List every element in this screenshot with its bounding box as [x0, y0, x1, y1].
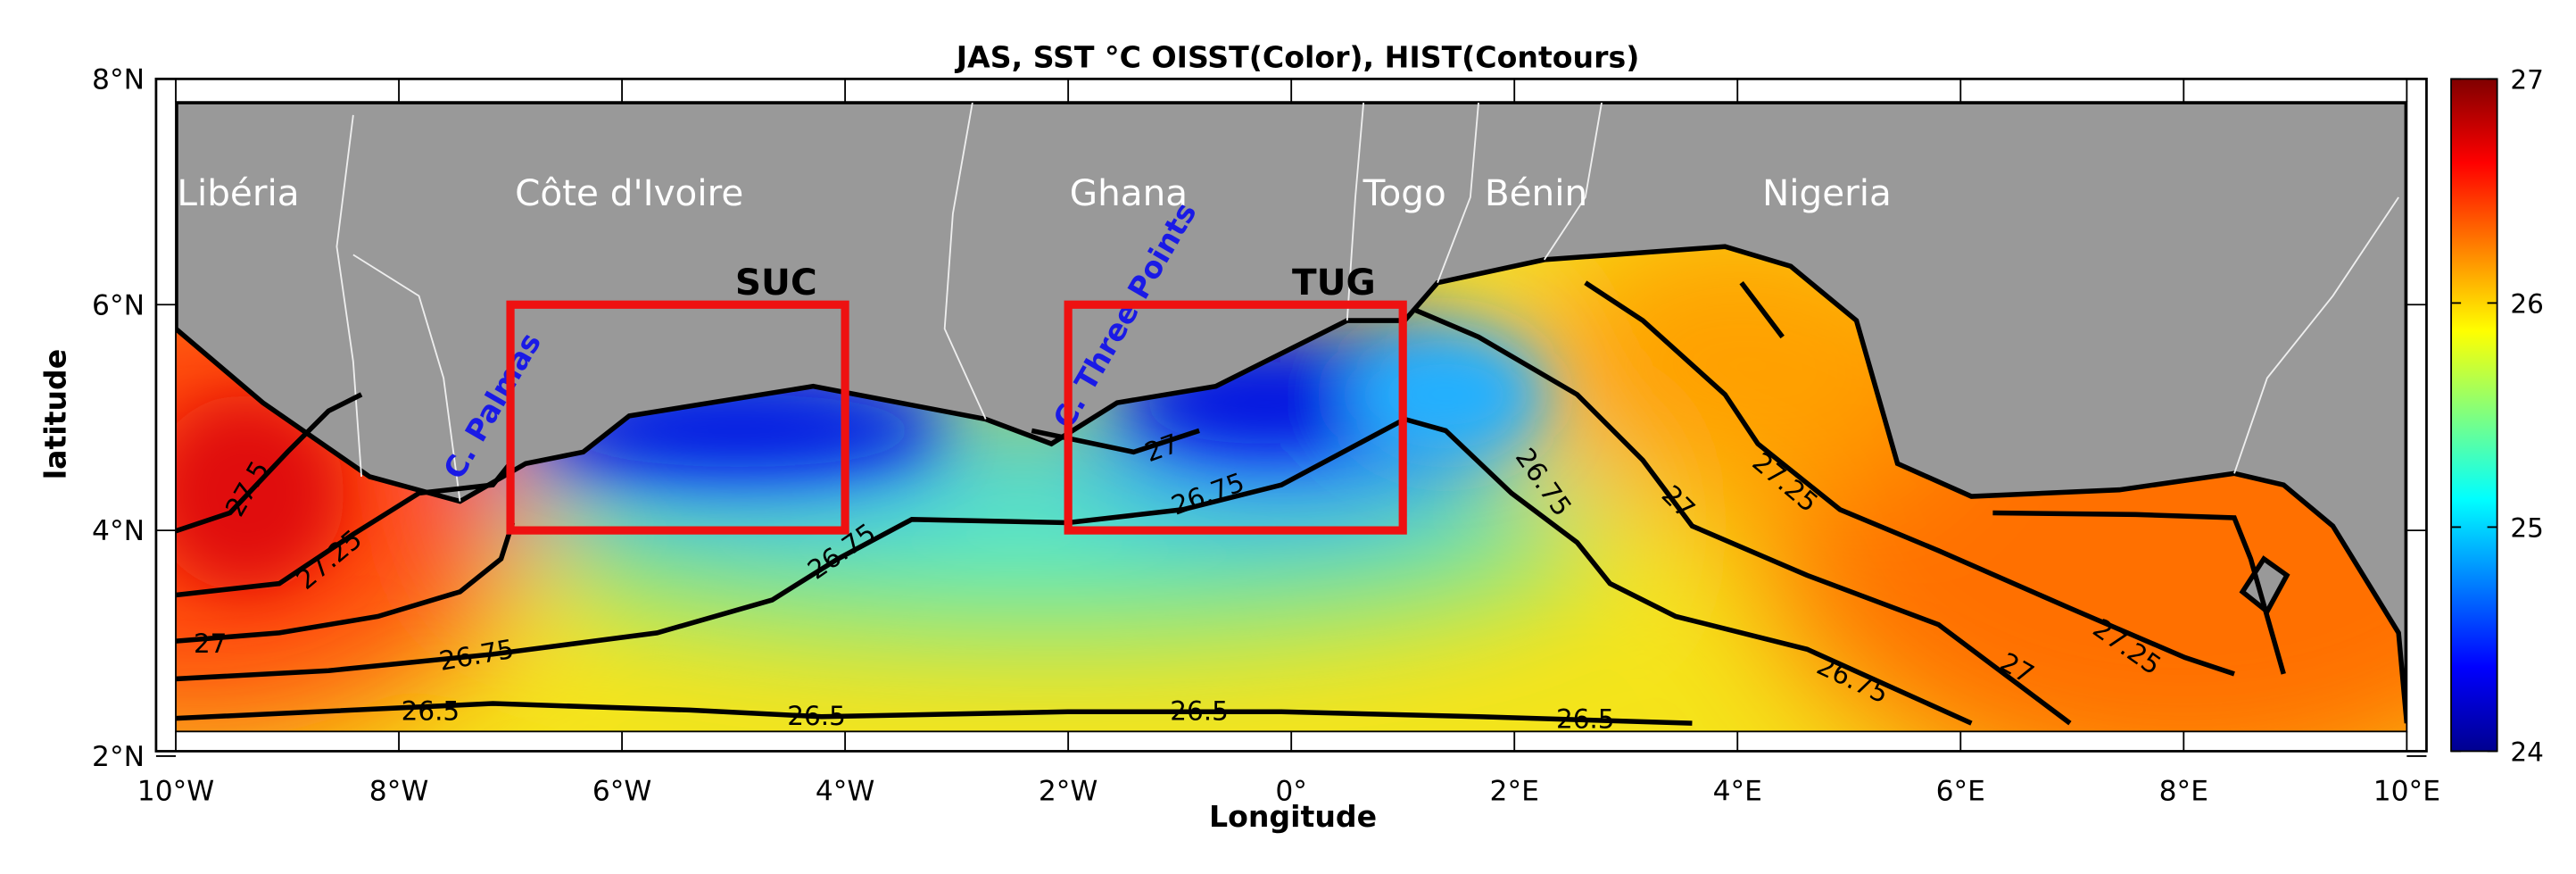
x-tick-label: 10°E [2373, 776, 2440, 808]
sst-field [176, 102, 2407, 732]
colorbar-tick-label: 24 [2510, 737, 2543, 767]
y-axis-label: latitude [38, 349, 73, 479]
y-tick-label: 8°N [92, 63, 145, 96]
country-label: Bénin [1485, 171, 1587, 214]
x-tick-label: 8°W [369, 776, 429, 808]
colorbar-tick-label: 27 [2510, 64, 2543, 95]
x-tick-label: 2°W [1039, 776, 1098, 808]
region-label: TUG [1292, 261, 1376, 304]
x-tick-label: 6°W [592, 776, 652, 808]
x-tick-label: 4°E [1713, 776, 1762, 808]
contours [176, 280, 2286, 726]
x-tick-label: 10°W [137, 776, 214, 808]
colorbar-tick-label: 26 [2510, 288, 2543, 319]
y-tick-label: 6°N [92, 289, 145, 321]
region-box [506, 300, 849, 535]
contour-label: 26.5 [1556, 704, 1615, 735]
country-label: Ghana [1070, 171, 1188, 214]
borders [335, 102, 2399, 502]
contour-label: 26.5 [787, 701, 846, 731]
country-label: Nigeria [1762, 171, 1892, 214]
y-tick-label: 4°N [92, 515, 145, 547]
country-label: Togo [1363, 171, 1446, 214]
map-title: JAS, SST °C OISST(Color), HIST(Contours) [955, 40, 1640, 75]
colorbar [2450, 78, 2498, 753]
island [2239, 555, 2290, 616]
x-tick-label: 2°E [1490, 776, 1539, 808]
x-tick-label: 0° [1275, 776, 1307, 808]
x-tick-label: 4°W [816, 776, 875, 808]
x-tick-label: 8°E [2159, 776, 2208, 808]
contour-label: 26.5 [1170, 695, 1229, 726]
land [176, 102, 2407, 724]
region-label: SUC [735, 261, 817, 304]
x-axis-label: Longitude [1209, 799, 1377, 834]
contour-label: 26.5 [402, 695, 460, 726]
country-label: Côte d'Ivoire [515, 171, 743, 214]
colorbar-tick-label: 25 [2510, 512, 2543, 543]
country-label: Libéria [177, 171, 299, 214]
contour-label: 27 [194, 628, 227, 659]
region-box [1064, 300, 1407, 535]
x-tick-label: 6°E [1936, 776, 1985, 808]
y-tick-label: 2°N [92, 741, 145, 773]
